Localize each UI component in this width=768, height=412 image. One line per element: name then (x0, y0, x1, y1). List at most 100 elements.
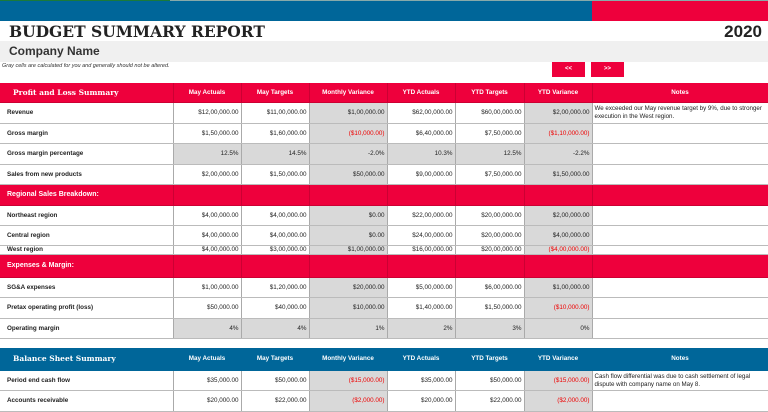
table-row: Central region $4,00,000.00 $4,00,000.00 $0… (0, 225, 768, 246)
row-label: Revenue (0, 102, 174, 124)
value-cell[interactable]: $1,50,000.00 (455, 297, 525, 319)
value-cell[interactable]: ($4,00,000.00) (524, 245, 593, 255)
value-cell[interactable]: $4,00,000.00 (173, 225, 242, 246)
value-cell[interactable]: $1,50,000.00 (241, 164, 310, 185)
value-cell[interactable]: $4,00,000.00 (524, 225, 593, 246)
value-cell[interactable]: $1,00,000.00 (309, 245, 388, 255)
row-label: Gross margin percentage (0, 143, 174, 165)
value-cell[interactable]: 12.5% (455, 143, 525, 165)
value-cell[interactable]: $1,00,000.00 (173, 277, 242, 298)
notes-cell[interactable] (592, 164, 768, 185)
value-cell[interactable]: $6,40,000.00 (387, 123, 456, 144)
notes-cell[interactable] (592, 390, 768, 412)
header-cell (309, 254, 388, 278)
value-cell[interactable]: $3,00,000.00 (241, 245, 310, 255)
value-cell[interactable]: $1,00,000.00 (524, 277, 593, 298)
value-cell[interactable]: $4,00,000.00 (241, 205, 310, 226)
value-cell[interactable]: -2.0% (309, 143, 388, 165)
subsection-header: Expenses & Margin: (0, 254, 768, 278)
notes-cell[interactable] (592, 277, 768, 298)
value-cell[interactable]: 3% (455, 318, 525, 339)
notes-cell[interactable] (592, 225, 768, 246)
value-cell[interactable]: $4,00,000.00 (173, 205, 242, 226)
value-cell[interactable]: $1,60,000.00 (241, 123, 310, 144)
value-cell[interactable]: $0.00 (309, 205, 388, 226)
section-header: Balance Sheet Summary May Actuals May Targ… (0, 348, 768, 371)
notes-cell[interactable] (592, 318, 768, 339)
value-cell[interactable]: ($10,000.00) (309, 123, 388, 144)
table-row: Period end cash flow $35,000.00 $50,000.00… (0, 370, 768, 391)
value-cell[interactable]: $1,40,000.00 (387, 297, 456, 319)
value-cell[interactable]: $12,00,000.00 (173, 102, 242, 124)
value-cell[interactable]: 10.3% (387, 143, 456, 165)
value-cell[interactable]: ($2,000.00) (309, 390, 388, 412)
company-name[interactable]: Company Name (0, 41, 768, 62)
value-cell[interactable]: $2,00,000.00 (173, 164, 242, 185)
column-header: YTD Variance (524, 348, 593, 371)
notes-cell[interactable] (592, 297, 768, 319)
value-cell[interactable]: $10,000.00 (309, 297, 388, 319)
value-cell[interactable]: $4,00,000.00 (241, 225, 310, 246)
value-cell[interactable]: $62,00,000.00 (387, 102, 456, 124)
value-cell[interactable]: $22,000.00 (241, 390, 310, 412)
value-cell[interactable]: ($15,000.00) (524, 370, 593, 391)
column-header: Notes (592, 348, 768, 371)
value-cell[interactable]: $22,00,000.00 (387, 205, 456, 226)
value-cell[interactable]: $50,000.00 (173, 297, 242, 319)
value-cell[interactable]: ($1,10,000.00) (524, 123, 593, 144)
value-cell[interactable]: -2.2% (524, 143, 593, 165)
value-cell[interactable]: $1,00,000.00 (309, 102, 388, 124)
value-cell[interactable]: ($15,000.00) (309, 370, 388, 391)
notes-cell[interactable] (592, 205, 768, 226)
notes-cell[interactable] (592, 143, 768, 165)
value-cell[interactable]: $50,000.00 (455, 370, 525, 391)
value-cell[interactable]: $24,00,000.00 (387, 225, 456, 246)
value-cell[interactable]: 1% (309, 318, 388, 339)
value-cell[interactable]: $1,50,000.00 (524, 164, 593, 185)
value-cell[interactable]: 14.5% (241, 143, 310, 165)
value-cell[interactable]: $7,50,000.00 (455, 123, 525, 144)
value-cell[interactable]: $20,000.00 (309, 277, 388, 298)
value-cell[interactable]: $1,50,000.00 (173, 123, 242, 144)
column-header: May Targets (241, 83, 310, 103)
value-cell[interactable]: ($2,000.00) (524, 390, 593, 412)
subsection-title: Expenses & Margin: (0, 254, 174, 278)
value-cell[interactable]: 2% (387, 318, 456, 339)
value-cell[interactable]: $20,00,000.00 (455, 245, 525, 255)
value-cell[interactable]: 0% (524, 318, 593, 339)
value-cell[interactable]: $5,00,000.00 (387, 277, 456, 298)
value-cell[interactable]: $2,00,000.00 (524, 205, 593, 226)
value-cell[interactable]: $7,50,000.00 (455, 164, 525, 185)
value-cell[interactable]: $20,00,000.00 (455, 205, 525, 226)
value-cell[interactable]: $4,00,000.00 (173, 245, 242, 255)
notes-cell[interactable]: Cash flow differential was due to cash s… (592, 370, 768, 391)
value-cell[interactable]: $1,20,000.00 (241, 277, 310, 298)
gray-cells-note: Gray cells are calculated for you and ge… (2, 63, 170, 69)
value-cell[interactable]: $22,000.00 (455, 390, 525, 412)
value-cell[interactable]: $6,00,000.00 (455, 277, 525, 298)
value-cell[interactable]: $2,00,000.00 (524, 102, 593, 124)
value-cell[interactable]: $9,00,000.00 (387, 164, 456, 185)
value-cell[interactable]: $20,000.00 (173, 390, 242, 412)
report-year[interactable]: 2020 (724, 22, 762, 41)
value-cell[interactable]: 4% (241, 318, 310, 339)
value-cell[interactable]: $50,000.00 (309, 164, 388, 185)
value-cell[interactable]: $40,000.00 (241, 297, 310, 319)
value-cell[interactable]: $0.00 (309, 225, 388, 246)
value-cell[interactable]: $35,000.00 (173, 370, 242, 391)
value-cell[interactable]: $11,00,000.00 (241, 102, 310, 124)
value-cell[interactable]: ($10,000.00) (524, 297, 593, 319)
value-cell[interactable]: 4% (173, 318, 242, 339)
next-button[interactable]: >> (591, 62, 624, 77)
value-cell[interactable]: $20,00,000.00 (455, 225, 525, 246)
value-cell[interactable]: $60,00,000.00 (455, 102, 525, 124)
notes-cell[interactable]: We exceeded our May revenue target by 9%… (592, 102, 768, 124)
value-cell[interactable]: $50,000.00 (241, 370, 310, 391)
previous-button[interactable]: << (552, 62, 585, 77)
value-cell[interactable]: $35,000.00 (387, 370, 456, 391)
value-cell[interactable]: $16,00,000.00 (387, 245, 456, 255)
notes-cell[interactable] (592, 245, 768, 255)
notes-cell[interactable] (592, 123, 768, 144)
value-cell[interactable]: 12.5% (173, 143, 242, 165)
value-cell[interactable]: $20,000.00 (387, 390, 456, 412)
